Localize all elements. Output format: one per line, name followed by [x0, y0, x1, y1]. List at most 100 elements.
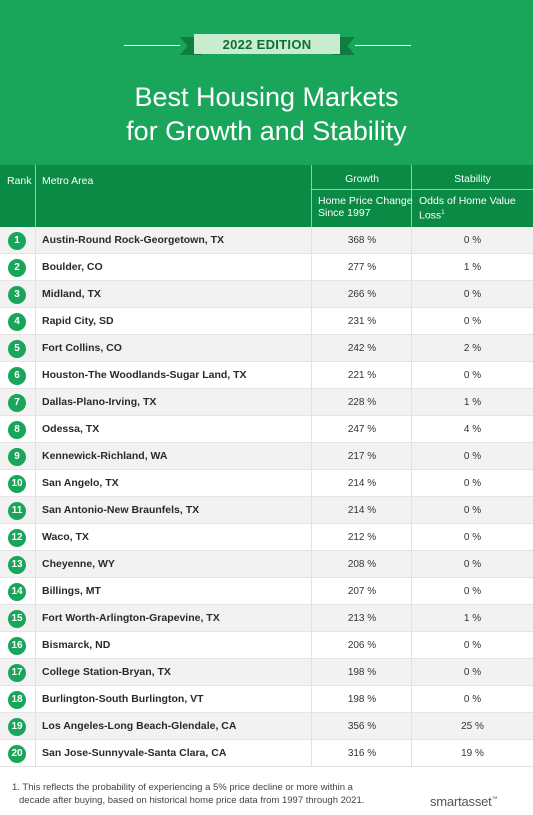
table-row: 19 Los Angeles-Long Beach-Glendale, CA 356…	[0, 713, 533, 740]
rank-badge: 14	[8, 582, 26, 601]
row-divider	[0, 415, 533, 416]
column-divider	[35, 254, 36, 281]
column-divider	[311, 335, 312, 362]
growth-subheader-line1: Home Price Change	[318, 195, 413, 207]
stability-cell: 2 %	[463, 343, 482, 354]
rank-badge: 1	[8, 231, 26, 250]
metro-area-cell: Houston-The Woodlands-Sugar Land, TX	[42, 369, 247, 381]
growth-subheader: Home Price Change Since 1997	[318, 195, 413, 219]
stability-group-header: Stability	[454, 173, 491, 185]
table-row: 5 Fort Collins, CO 242 % 2 %	[0, 335, 533, 362]
rank-badge: 13	[8, 555, 26, 574]
rank-badge: 10	[8, 474, 26, 493]
column-divider	[311, 713, 312, 740]
metro-area-cell: Dallas-Plano-Irving, TX	[42, 396, 157, 408]
row-divider	[0, 442, 533, 443]
column-divider	[311, 686, 312, 713]
col-rank-header: Rank	[7, 175, 32, 187]
table-row: 15 Fort Worth-Arlington-Grapevine, TX 213 …	[0, 605, 533, 632]
edition-label: 2022 EDITION	[194, 34, 340, 54]
stability-cell: 0 %	[463, 451, 482, 462]
footnote-line2: decade after buying, based on historical…	[19, 795, 365, 806]
metro-area-cell: San Angelo, TX	[42, 477, 119, 489]
column-divider	[311, 389, 312, 416]
growth-cell: 247 %	[347, 424, 377, 435]
metro-area-cell: Midland, TX	[42, 288, 101, 300]
column-divider	[411, 227, 412, 254]
metro-area-cell: Billings, MT	[42, 585, 101, 597]
column-divider	[411, 740, 412, 767]
edition-ribbon: 2022 EDITION	[0, 34, 533, 56]
footnote-marker: 1	[441, 210, 445, 216]
rank-badge: 8	[8, 420, 26, 439]
row-divider	[0, 253, 533, 254]
column-divider	[35, 740, 36, 767]
column-divider	[311, 578, 312, 605]
column-divider	[311, 470, 312, 497]
ribbon-rule-left	[124, 45, 180, 46]
growth-cell: 207 %	[347, 586, 377, 597]
table-row: 12 Waco, TX 212 % 0 %	[0, 524, 533, 551]
growth-cell: 231 %	[347, 316, 377, 327]
column-divider	[35, 632, 36, 659]
column-divider	[411, 443, 412, 470]
table-row: 9 Kennewick-Richland, WA 217 % 0 %	[0, 443, 533, 470]
column-divider	[35, 713, 36, 740]
metro-area-cell: San Jose-Sunnyvale-Santa Clara, CA	[42, 747, 227, 759]
table-row: 17 College Station-Bryan, TX 198 % 0 %	[0, 659, 533, 686]
growth-cell: 212 %	[347, 532, 377, 543]
column-divider	[311, 416, 312, 443]
table-row: 20 San Jose-Sunnyvale-Santa Clara, CA 316 …	[0, 740, 533, 767]
growth-cell: 242 %	[347, 343, 377, 354]
column-divider	[35, 227, 36, 254]
row-divider	[0, 712, 533, 713]
row-divider	[0, 496, 533, 497]
growth-cell: 277 %	[347, 262, 377, 273]
stability-cell: 1 %	[463, 613, 482, 624]
row-divider	[0, 604, 533, 605]
column-divider	[411, 416, 412, 443]
column-divider	[35, 389, 36, 416]
header-divider	[311, 189, 533, 190]
row-divider	[0, 307, 533, 308]
stability-cell: 0 %	[463, 532, 482, 543]
column-divider	[35, 497, 36, 524]
header-divider	[311, 165, 312, 227]
growth-cell: 214 %	[347, 505, 377, 516]
stability-cell: 4 %	[463, 424, 482, 435]
metro-area-cell: Waco, TX	[42, 531, 89, 543]
metro-area-cell: Kennewick-Richland, WA	[42, 450, 168, 462]
column-divider	[35, 443, 36, 470]
rank-badge: 20	[8, 744, 26, 763]
col-metro-header: Metro Area	[42, 175, 94, 187]
metro-area-cell: Bismarck, ND	[42, 639, 111, 651]
row-divider	[0, 388, 533, 389]
stability-cell: 0 %	[463, 640, 482, 651]
table-body: 1 Austin-Round Rock-Georgetown, TX 368 % 0 …	[0, 227, 533, 767]
column-divider	[35, 308, 36, 335]
metro-area-cell: Austin-Round Rock-Georgetown, TX	[42, 234, 224, 246]
stability-cell: 1 %	[463, 262, 482, 273]
stability-cell: 0 %	[463, 667, 482, 678]
table-row: 16 Bismarck, ND 206 % 0 %	[0, 632, 533, 659]
column-divider	[411, 551, 412, 578]
table-row: 3 Midland, TX 266 % 0 %	[0, 281, 533, 308]
column-divider	[411, 524, 412, 551]
metro-area-cell: College Station-Bryan, TX	[42, 666, 171, 678]
column-divider	[311, 524, 312, 551]
stability-cell: 19 %	[461, 748, 484, 759]
column-divider	[411, 389, 412, 416]
stability-subheader-line1: Odds of Home Value	[419, 195, 516, 207]
column-divider	[311, 551, 312, 578]
growth-cell: 208 %	[347, 559, 377, 570]
growth-subheader-line2: Since 1997	[318, 207, 371, 219]
logo-text: smartasset	[430, 794, 492, 809]
column-divider	[411, 335, 412, 362]
row-divider	[0, 280, 533, 281]
column-divider	[311, 254, 312, 281]
table-row: 2 Boulder, CO 277 % 1 %	[0, 254, 533, 281]
page-title-line1: Best Housing Markets	[134, 82, 399, 112]
column-divider	[311, 362, 312, 389]
growth-cell: 266 %	[347, 289, 377, 300]
rank-badge: 2	[8, 258, 26, 277]
